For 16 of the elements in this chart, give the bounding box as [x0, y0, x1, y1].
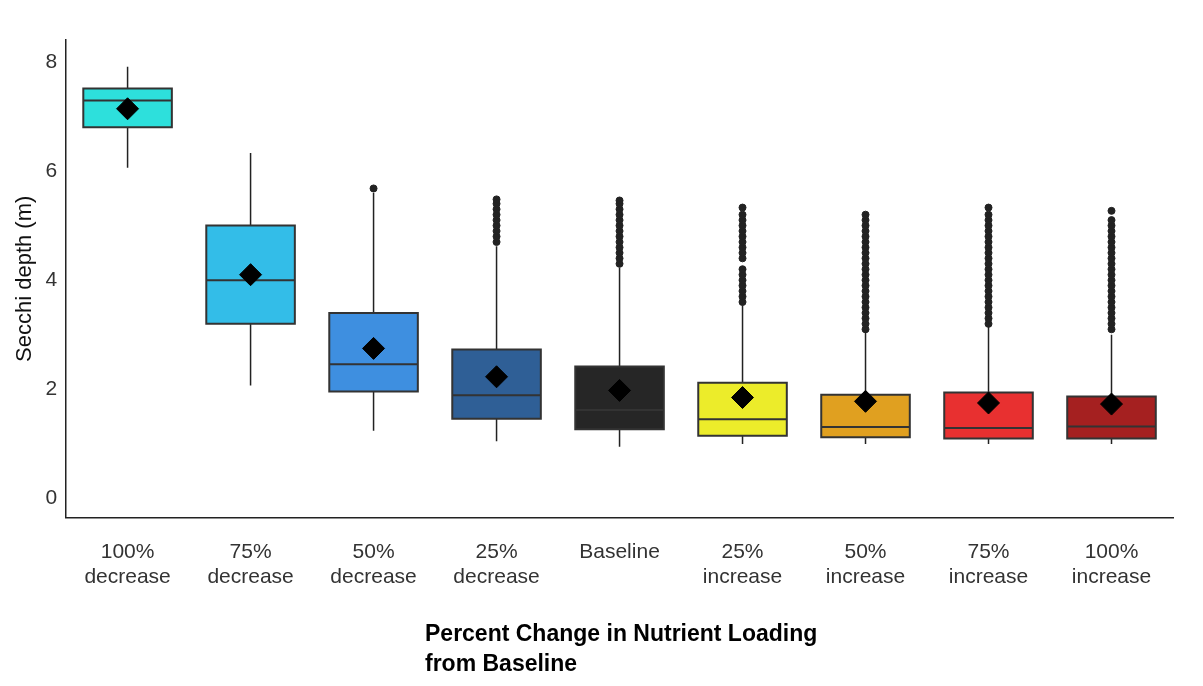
y-tick-label: 4 [45, 266, 58, 290]
y-tick-label: 8 [45, 48, 58, 72]
x-tick-label: 50% increase [825, 539, 906, 588]
y-tick-label: 0 [45, 485, 58, 509]
x-tick-label: 100% increase [1071, 539, 1152, 588]
x-tick-label: Baseline [579, 539, 660, 562]
x-tick-label: 50% decrease [330, 539, 417, 588]
x-axis-title: Percent Change in Nutrient Loading from Baseline [425, 619, 819, 678]
x-tick-label: 75% decrease [207, 539, 294, 588]
x-tick-label: 25% decrease [453, 539, 540, 588]
y-tick-label: 2 [45, 376, 58, 400]
x-tick-label: 25% increase [702, 539, 783, 588]
x-tick-label: 75% increase [948, 539, 1029, 588]
y-axis-title: Secchi depth (m) [11, 195, 37, 362]
y-tick-label: 6 [45, 157, 58, 181]
x-tick-label: 100% decrease [84, 539, 171, 588]
